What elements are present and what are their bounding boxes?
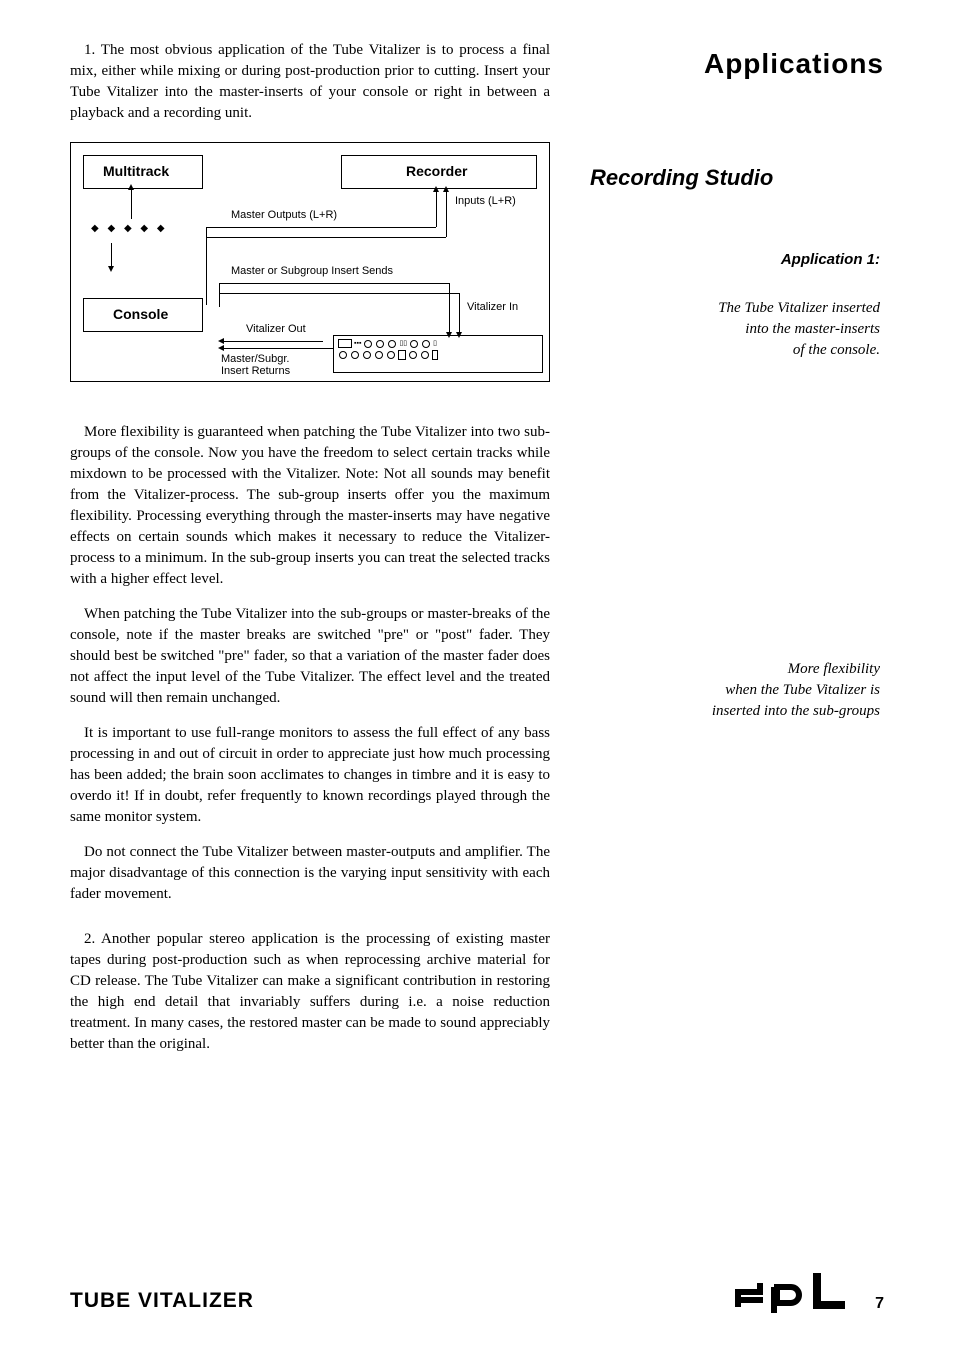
caption-line: inserted into the sub-groups bbox=[712, 703, 880, 719]
line bbox=[219, 293, 459, 294]
line bbox=[206, 227, 207, 305]
page-footer: TUBE VITALIZER 7 bbox=[70, 1273, 884, 1313]
caption-line: The Tube Vitalizer inserted bbox=[718, 300, 880, 316]
insert-returns-l1: Master/Subgr. bbox=[221, 353, 289, 365]
spl-logo: 7 bbox=[735, 1273, 884, 1313]
page-section-title: Applications bbox=[704, 48, 884, 80]
line bbox=[206, 237, 446, 238]
caption-line: More flexibility bbox=[788, 661, 880, 677]
console-label: Console bbox=[113, 306, 168, 322]
paragraph-5: Do not connect the Tube Vitalizer betwee… bbox=[70, 842, 550, 905]
caption-line: of the console. bbox=[793, 342, 880, 358]
paragraph-4: It is important to use full-range monito… bbox=[70, 723, 550, 828]
vitalizer-out-label: Vitalizer Out bbox=[246, 323, 306, 335]
line bbox=[449, 283, 450, 333]
multitrack-dots: ◆ ◆ ◆ ◆ ◆ bbox=[91, 223, 168, 234]
caption-line: into the master-inserts bbox=[745, 321, 880, 337]
spl-logo-icon bbox=[735, 1273, 865, 1313]
line bbox=[436, 191, 437, 227]
caption-line: when the Tube Vitalizer is bbox=[725, 682, 880, 698]
line bbox=[219, 283, 220, 307]
inputs-label: Inputs (L+R) bbox=[455, 195, 516, 207]
product-name: TUBE VITALIZER bbox=[70, 1289, 254, 1313]
vitalizer-in-label: Vitalizer In bbox=[467, 301, 518, 313]
master-outputs-label: Master Outputs (L+R) bbox=[231, 209, 337, 221]
line bbox=[111, 243, 112, 267]
paragraph-3: When patching the Tube Vitalizer into th… bbox=[70, 604, 550, 709]
line bbox=[219, 283, 449, 284]
signal-flow-diagram: Multitrack Recorder ◆ ◆ ◆ ◆ ◆ Console Ma… bbox=[70, 142, 550, 382]
vitalizer-unit-icon: ▪▪▪ ▯▯ ▯ bbox=[333, 335, 543, 373]
multitrack-label: Multitrack bbox=[103, 163, 169, 179]
application-1-label: Application 1: bbox=[590, 251, 880, 268]
insert-sends-label: Master or Subgroup Insert Sends bbox=[231, 265, 393, 277]
application-1-caption: The Tube Vitalizer inserted into the mas… bbox=[590, 298, 880, 361]
line bbox=[446, 191, 447, 237]
section-heading: Recording Studio bbox=[590, 165, 880, 191]
line bbox=[459, 293, 460, 333]
paragraph-1: 1. The most obvious application of the T… bbox=[70, 40, 550, 124]
insert-returns-l2: Insert Returns bbox=[221, 365, 290, 377]
main-column: 1. The most obvious application of the T… bbox=[70, 40, 550, 1055]
flexibility-caption: More flexibility when the Tube Vitalizer… bbox=[590, 659, 880, 722]
recorder-label: Recorder bbox=[406, 163, 467, 179]
page-number: 7 bbox=[875, 1295, 884, 1313]
paragraph-2: More flexibility is guaranteed when patc… bbox=[70, 422, 550, 590]
paragraph-6: 2. Another popular stereo application is… bbox=[70, 929, 550, 1055]
line bbox=[223, 348, 333, 349]
line bbox=[206, 227, 436, 228]
side-column: Recording Studio Application 1: The Tube… bbox=[590, 165, 880, 722]
line bbox=[131, 189, 132, 219]
line bbox=[223, 341, 323, 342]
